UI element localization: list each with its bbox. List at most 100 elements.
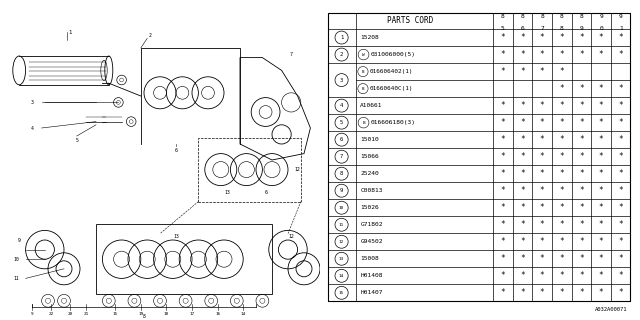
Text: *: * [559, 220, 564, 229]
Text: *: * [618, 220, 623, 229]
Text: H01407: H01407 [360, 290, 383, 295]
Text: *: * [559, 50, 564, 59]
Text: H01408: H01408 [360, 273, 383, 278]
Text: 15008: 15008 [360, 256, 379, 261]
Text: *: * [579, 288, 584, 297]
Text: 17: 17 [189, 312, 195, 316]
Text: *: * [520, 33, 525, 42]
Text: *: * [540, 254, 545, 263]
Text: *: * [579, 186, 584, 195]
Text: *: * [618, 169, 623, 178]
Text: 15066: 15066 [360, 154, 379, 159]
Text: *: * [559, 118, 564, 127]
Text: 14: 14 [339, 274, 344, 278]
Text: 5: 5 [76, 138, 78, 143]
Text: C00813: C00813 [360, 188, 383, 193]
Text: *: * [500, 237, 505, 246]
Text: *: * [618, 203, 623, 212]
Text: *: * [618, 101, 623, 110]
Text: *: * [520, 101, 525, 110]
Text: 2: 2 [340, 52, 343, 57]
Text: *: * [520, 135, 525, 144]
Text: *: * [559, 203, 564, 212]
Text: *: * [579, 118, 584, 127]
Text: *: * [500, 288, 505, 297]
Text: *: * [520, 271, 525, 280]
Text: PARTS CORD: PARTS CORD [387, 16, 433, 25]
Text: *: * [500, 220, 505, 229]
Text: *: * [579, 220, 584, 229]
Text: 18: 18 [164, 312, 169, 316]
Text: *: * [579, 101, 584, 110]
Text: 1: 1 [619, 26, 623, 31]
Text: *: * [520, 169, 525, 178]
Text: *: * [559, 84, 564, 93]
Text: 9: 9 [619, 14, 623, 19]
Text: *: * [520, 237, 525, 246]
Text: *: * [559, 271, 564, 280]
Text: *: * [598, 33, 604, 42]
Text: 3: 3 [31, 100, 33, 105]
Text: *: * [540, 186, 545, 195]
Text: *: * [618, 186, 623, 195]
Text: 016606180(3): 016606180(3) [371, 120, 415, 125]
Text: *: * [598, 118, 604, 127]
Text: 13: 13 [339, 257, 344, 261]
Text: 11: 11 [339, 223, 344, 227]
Text: 12: 12 [289, 234, 294, 239]
Text: 7: 7 [290, 52, 292, 57]
Text: *: * [598, 271, 604, 280]
Text: *: * [579, 169, 584, 178]
Text: *: * [618, 33, 623, 42]
Text: *: * [540, 67, 545, 76]
Text: *: * [579, 84, 584, 93]
Bar [96, 224, 272, 294]
Text: 14: 14 [241, 312, 246, 316]
Text: *: * [598, 84, 604, 93]
Text: 15026: 15026 [360, 205, 379, 210]
Text: *: * [520, 118, 525, 127]
Text: 8: 8 [340, 171, 343, 176]
Text: *: * [500, 152, 505, 161]
Text: B: B [362, 121, 365, 124]
Text: *: * [500, 203, 505, 212]
Text: *: * [579, 203, 584, 212]
Text: 7: 7 [340, 154, 343, 159]
Text: *: * [579, 50, 584, 59]
Text: *: * [618, 271, 623, 280]
Text: *: * [618, 288, 623, 297]
Text: *: * [598, 254, 604, 263]
Text: 8: 8 [520, 14, 524, 19]
Text: 21: 21 [84, 312, 89, 316]
Text: 19: 19 [138, 312, 143, 316]
Text: *: * [579, 152, 584, 161]
Text: 4: 4 [340, 103, 343, 108]
Text: G94502: G94502 [360, 239, 383, 244]
Text: *: * [520, 203, 525, 212]
Text: *: * [579, 237, 584, 246]
Text: *: * [500, 254, 505, 263]
Text: 01660640C(1): 01660640C(1) [369, 86, 413, 91]
Text: 9: 9 [580, 26, 583, 31]
Text: *: * [559, 101, 564, 110]
Text: B: B [362, 69, 364, 74]
Text: *: * [500, 186, 505, 195]
Text: *: * [559, 288, 564, 297]
Text: 9: 9 [18, 237, 20, 243]
Text: *: * [500, 67, 505, 76]
Text: 6: 6 [520, 26, 524, 31]
Text: 15: 15 [339, 291, 344, 295]
Text: 7: 7 [540, 26, 544, 31]
Text: *: * [520, 50, 525, 59]
Text: 6: 6 [175, 148, 177, 153]
Text: *: * [559, 67, 564, 76]
Text: *: * [618, 50, 623, 59]
Text: *: * [540, 50, 545, 59]
Text: *: * [520, 186, 525, 195]
Text: 6: 6 [340, 137, 343, 142]
Text: *: * [520, 254, 525, 263]
Text: 8: 8 [501, 14, 505, 19]
Text: *: * [500, 118, 505, 127]
Text: *: * [500, 135, 505, 144]
Text: A10661: A10661 [360, 103, 383, 108]
